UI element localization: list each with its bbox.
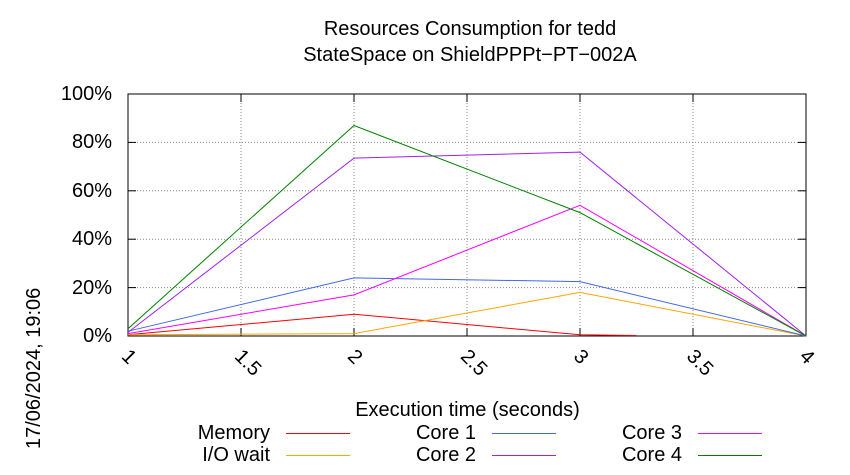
y-tick-label: 20% xyxy=(71,276,112,299)
axis-ticks xyxy=(127,93,807,337)
series-line-core-3 xyxy=(127,204,807,337)
legend-label: Core 1 xyxy=(415,422,476,444)
series-line-core-4 xyxy=(127,124,807,337)
legend-label: Memory xyxy=(197,422,270,444)
series-line-memory xyxy=(127,313,637,336)
legend-item: Core 1 xyxy=(0,422,556,444)
legend-label: Core 4 xyxy=(621,444,682,466)
x-axis-label: Execution time (seconds) xyxy=(355,399,580,421)
legend-item: Core 4 xyxy=(0,444,762,466)
grid-lines xyxy=(128,94,806,336)
series-line-i-o-wait xyxy=(127,291,807,337)
legend-swatch xyxy=(492,455,556,456)
legend-label: Core 3 xyxy=(621,422,682,444)
y-tick-label: 40% xyxy=(71,228,112,251)
legend-item: Core 3 xyxy=(0,422,762,444)
legend-label: Core 2 xyxy=(415,444,476,466)
series-line-core-2 xyxy=(127,151,807,337)
legend-swatch xyxy=(286,433,350,434)
series-line-core-1 xyxy=(127,277,807,337)
y-tick-label: 0% xyxy=(83,325,112,347)
legend-item: Core 2 xyxy=(0,444,556,466)
legend-item: Memory xyxy=(0,422,350,444)
legend-item: I/O wait xyxy=(0,444,350,466)
y-tick-label: 80% xyxy=(71,131,112,154)
legend-swatch xyxy=(492,433,556,434)
chart-subtitle: StateSpace on ShieldPPPt−PT−002A xyxy=(303,44,637,66)
legend-swatch xyxy=(698,455,762,456)
series-lines xyxy=(127,124,807,337)
legend-swatch xyxy=(286,455,350,456)
legend-swatch xyxy=(698,433,762,434)
y-tick-label: 100% xyxy=(60,83,112,105)
y-tick-label: 60% xyxy=(71,179,112,202)
chart-title: Resources Consumption for tedd xyxy=(323,18,617,40)
legend-label: I/O wait xyxy=(202,444,270,466)
